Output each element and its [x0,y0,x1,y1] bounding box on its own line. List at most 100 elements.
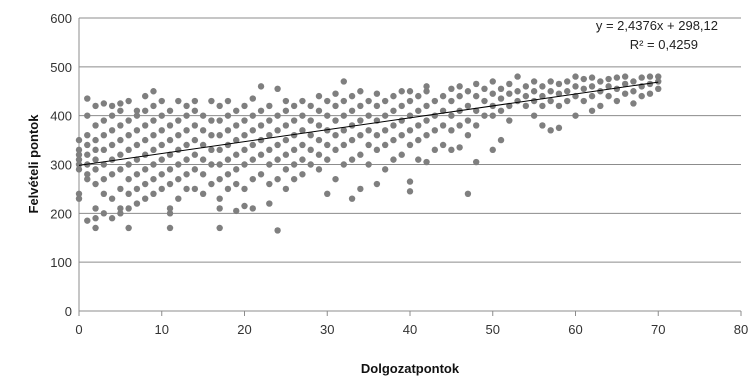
data-point [613,74,621,81]
data-point [142,107,149,114]
data-point [481,97,488,105]
data-point [332,175,339,183]
data-point [390,107,397,114]
data-point [117,100,124,107]
data-point [216,224,223,232]
y-axis-title: Felvételi pontok [26,114,41,214]
data-point [166,122,174,129]
data-point [555,102,563,110]
data-point [175,195,182,202]
data-point [75,195,83,202]
data-point [166,210,174,217]
data-point [142,166,149,173]
data-point [497,107,505,114]
data-point [630,100,637,107]
data-point [158,141,165,149]
data-point [266,180,273,188]
data-point [208,97,215,105]
data-point [324,141,331,149]
data-point [249,156,256,163]
data-point [249,175,256,183]
data-point [75,166,83,173]
data-point [142,195,149,202]
data-point [266,117,273,124]
data-point [92,146,99,154]
data-point [133,156,141,163]
data-point [655,85,662,93]
data-point [290,146,298,154]
data-point [150,190,157,197]
data-point [233,207,240,215]
data-point [497,85,505,93]
data-point [199,171,207,178]
data-point [415,122,422,129]
data-point [125,224,132,232]
data-point [199,112,207,119]
data-point [75,146,83,154]
data-point [274,85,281,93]
data-point [117,185,124,193]
data-point [92,166,99,173]
data-point [423,88,430,95]
data-point [84,95,91,102]
data-point [125,205,132,212]
data-point [290,102,298,110]
data-point [373,146,381,154]
data-point [241,102,248,110]
data-point [75,161,83,168]
data-point [340,127,347,134]
data-point [340,97,347,105]
data-point [348,122,356,129]
data-point [597,88,604,95]
data-point [216,161,223,168]
data-point [266,146,273,154]
data-point [423,83,430,90]
data-point [340,141,347,149]
data-point [299,171,306,178]
data-point [630,78,637,85]
data-point [555,90,563,97]
data-point [142,122,149,129]
y-tick-label-100: 100 [50,255,72,270]
data-point [381,112,389,119]
data-point [415,136,422,144]
data-point [133,112,141,119]
data-point [497,136,505,144]
data-point [390,156,397,163]
data-point [539,92,546,100]
data-point [224,97,232,105]
data-point [406,188,414,195]
data-point [373,102,381,110]
data-point [324,127,331,134]
data-point [100,100,108,107]
data-point [133,107,141,114]
data-point [183,112,190,119]
data-point [332,102,339,110]
data-point [464,132,472,139]
r-squared-label: R² = 0,4259 [630,37,698,52]
data-point [274,141,281,149]
data-point [224,156,232,163]
data-point [315,122,323,129]
data-point [233,151,240,158]
data-point [530,97,538,105]
data-point [307,161,314,168]
data-point [216,102,223,110]
data-point [100,190,108,197]
data-point [514,73,521,80]
x-tick-label-80: 80 [734,322,748,337]
data-point [257,107,265,114]
data-point [398,88,405,95]
data-point [191,166,199,173]
y-tick-label-300: 300 [50,158,72,173]
data-point [183,171,190,178]
data-point [340,112,347,119]
data-point [348,156,356,163]
data-point [92,224,99,232]
data-point [125,161,132,168]
data-point [166,205,174,212]
data-point [142,92,149,100]
x-axis-title: Dolgozatpontok [361,361,460,376]
data-point [150,175,157,183]
data-point [547,97,554,105]
